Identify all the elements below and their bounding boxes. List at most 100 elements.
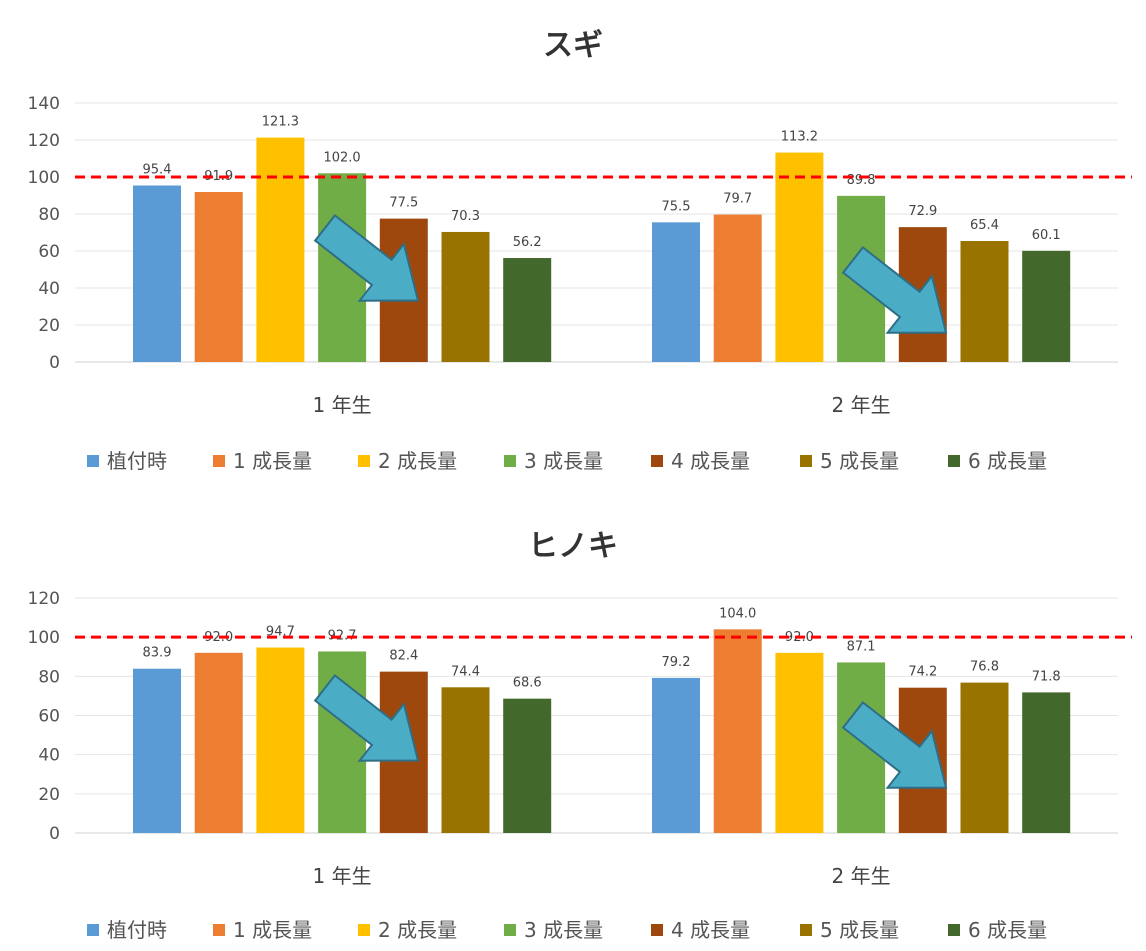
legend-swatch	[87, 924, 99, 936]
data-label: 65.4	[970, 218, 999, 233]
y-tick-label: 120	[28, 131, 60, 151]
y-tick-label: 40	[38, 279, 60, 299]
y-tick-label: 140	[28, 94, 60, 114]
trend-arrow	[313, 213, 420, 302]
legend-swatch	[504, 924, 516, 936]
data-label: 89.8	[847, 173, 876, 188]
data-label: 92.7	[328, 628, 357, 643]
legend-swatch	[948, 455, 960, 467]
data-label: 60.1	[1032, 228, 1061, 243]
bar	[503, 258, 552, 362]
bar	[194, 191, 243, 362]
data-label: 79.7	[723, 192, 752, 207]
legend-swatch	[213, 924, 225, 936]
data-label: 72.9	[908, 204, 937, 219]
data-label: 83.9	[143, 646, 172, 661]
legend-label: 3 成長量	[524, 918, 603, 942]
data-label: 74.4	[451, 664, 480, 679]
x-category-label: 1 年生	[313, 864, 372, 888]
data-label: 95.4	[143, 163, 172, 178]
data-label: 87.1	[847, 639, 876, 654]
legend-swatch	[651, 455, 663, 467]
trend-arrow	[841, 245, 948, 334]
legend-swatch	[651, 924, 663, 936]
trend-arrow	[841, 700, 948, 789]
y-tick-label: 20	[38, 316, 60, 336]
y-tick-label: 100	[28, 168, 60, 188]
legend-swatch	[948, 924, 960, 936]
bar	[960, 682, 1009, 833]
data-label: 74.2	[908, 665, 937, 680]
y-tick-label: 0	[49, 353, 60, 373]
bar	[652, 222, 700, 362]
legend-swatch	[87, 455, 99, 467]
bar	[133, 185, 181, 362]
data-label: 102.0	[323, 150, 360, 165]
legend-swatch	[800, 455, 812, 467]
bar	[318, 651, 367, 833]
y-tick-label: 60	[38, 707, 60, 727]
bar	[441, 231, 490, 362]
legend-label: 6 成長量	[968, 449, 1047, 473]
legend-label: 2 成長量	[378, 449, 457, 473]
x-category-label: 2 年生	[832, 393, 891, 417]
data-label: 92.0	[204, 630, 233, 645]
bar	[1022, 250, 1071, 362]
bar	[441, 687, 490, 833]
legend-label: 2 成長量	[378, 918, 457, 942]
y-tick-label: 80	[38, 667, 60, 687]
data-label: 68.6	[513, 676, 542, 691]
data-label: 82.4	[389, 649, 418, 664]
y-tick-label: 100	[28, 628, 60, 648]
bar	[775, 152, 824, 362]
bar	[256, 647, 305, 833]
chart-title: スギ	[543, 28, 603, 63]
y-tick-label: 0	[49, 824, 60, 844]
legend-label: 5 成長量	[820, 918, 899, 942]
bar	[133, 668, 181, 833]
legend-swatch	[358, 924, 370, 936]
legend-swatch	[800, 924, 812, 936]
legend-label: 1 成長量	[233, 449, 312, 473]
data-label: 113.2	[781, 130, 818, 145]
data-label: 71.8	[1032, 669, 1061, 684]
trend-arrow-shape	[841, 245, 948, 334]
trend-arrow	[313, 673, 420, 762]
data-label: 77.5	[389, 196, 418, 211]
data-label: 121.3	[262, 115, 299, 130]
legend-label: 5 成長量	[820, 449, 899, 473]
data-label: 70.3	[451, 209, 480, 224]
legend-label: 植付時	[107, 449, 167, 473]
legend-swatch	[358, 455, 370, 467]
data-label: 56.2	[513, 235, 542, 250]
bar	[503, 698, 552, 833]
bar	[652, 677, 700, 833]
legend-label: 4 成長量	[671, 449, 750, 473]
trend-arrow-shape	[841, 700, 948, 789]
data-label: 76.8	[970, 660, 999, 675]
y-tick-label: 20	[38, 785, 60, 805]
bar	[1022, 692, 1071, 833]
legend-label: 3 成長量	[524, 449, 603, 473]
legend-swatch	[213, 455, 225, 467]
data-label: 79.2	[662, 655, 691, 670]
legend-swatch	[504, 455, 516, 467]
bar	[960, 241, 1009, 362]
trend-arrow-shape	[313, 213, 420, 302]
y-tick-label: 120	[28, 589, 60, 609]
x-category-label: 1 年生	[313, 393, 372, 417]
x-category-label: 2 年生	[832, 864, 891, 888]
bar	[713, 214, 762, 362]
bar	[256, 137, 305, 362]
data-label: 91.9	[204, 169, 233, 184]
data-label: 75.5	[662, 199, 691, 214]
y-tick-label: 60	[38, 242, 60, 262]
data-label: 104.0	[719, 606, 756, 621]
legend-label: 植付時	[107, 918, 167, 942]
legend-label: 1 成長量	[233, 918, 312, 942]
bar	[713, 629, 762, 833]
y-tick-label: 40	[38, 746, 60, 766]
y-tick-label: 80	[38, 205, 60, 225]
bar	[194, 652, 243, 833]
